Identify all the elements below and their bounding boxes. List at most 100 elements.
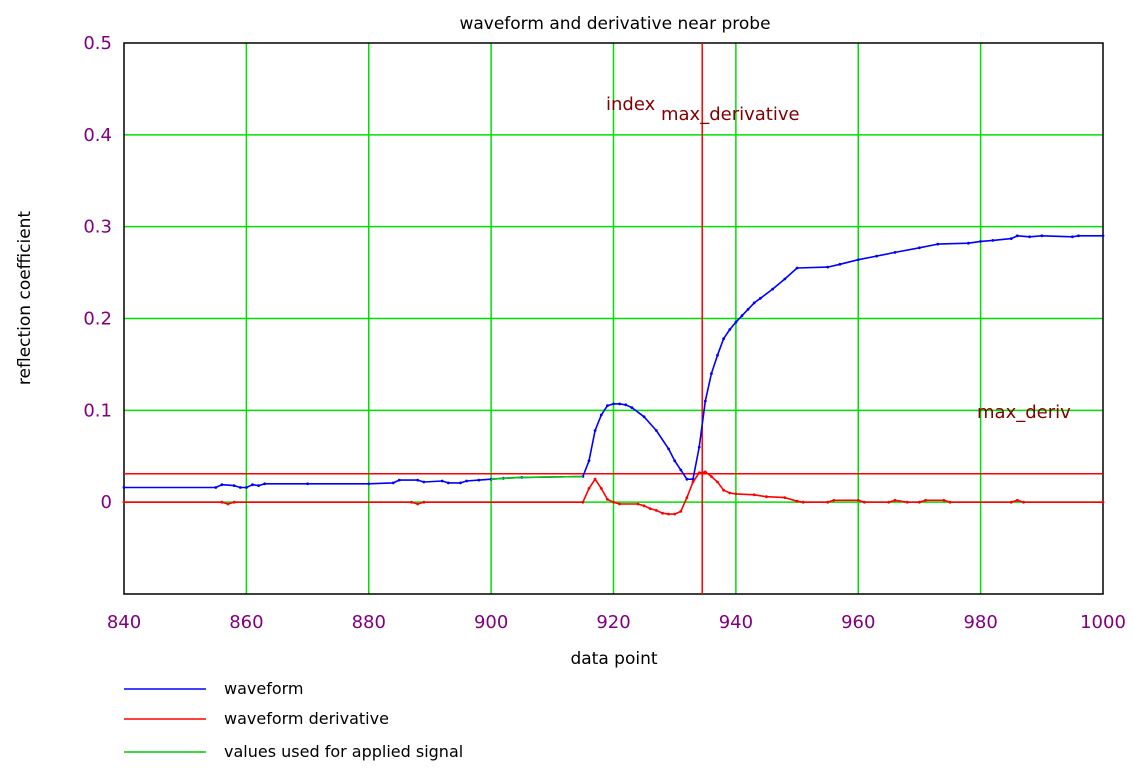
data-point xyxy=(1077,234,1080,238)
data-point xyxy=(887,500,891,504)
data-point xyxy=(697,471,701,475)
index-annotation: index max_derivative xyxy=(606,94,800,125)
data-point xyxy=(618,402,621,406)
index-annotation-subscript: max_derivative xyxy=(661,104,800,125)
data-point xyxy=(220,500,224,504)
data-point xyxy=(942,498,946,502)
data-point xyxy=(1009,237,1013,241)
data-point xyxy=(587,459,591,463)
data-point xyxy=(1022,500,1025,504)
x-tick-label: 880 xyxy=(352,612,386,633)
data-point xyxy=(636,502,640,506)
data-point xyxy=(832,498,836,502)
x-axis-label: data point xyxy=(570,649,657,669)
data-point xyxy=(397,478,401,482)
x-tick-label: 940 xyxy=(719,612,753,633)
data-point xyxy=(214,486,218,489)
data-point xyxy=(826,265,830,269)
data-point xyxy=(893,251,897,254)
data-point xyxy=(856,498,860,502)
data-point xyxy=(918,500,921,504)
y-tick-labels: 0 0.1 0.2 0.3 0.4 0.5 xyxy=(83,33,112,513)
data-point xyxy=(759,296,762,300)
data-point xyxy=(630,406,634,409)
series xyxy=(122,234,1105,516)
data-point xyxy=(661,511,664,515)
y-tick-label: 0 xyxy=(101,492,112,513)
data-point xyxy=(654,509,658,512)
x-tick-label: 840 xyxy=(107,612,141,633)
data-point xyxy=(679,468,683,472)
y-axis-label: reflection coefficient xyxy=(15,211,35,386)
data-point xyxy=(367,482,371,486)
data-point xyxy=(795,499,799,503)
data-point xyxy=(856,258,860,262)
data-point xyxy=(410,500,413,504)
data-point xyxy=(722,488,725,492)
data-point xyxy=(716,353,719,357)
data-point xyxy=(936,242,940,246)
data-point xyxy=(1101,500,1105,504)
index-annotation-main: index xyxy=(606,94,656,115)
data-point xyxy=(783,496,787,499)
data-point xyxy=(642,415,646,419)
data-point xyxy=(728,491,732,495)
data-point xyxy=(685,477,689,481)
y-tick-label: 0.2 xyxy=(83,309,112,330)
data-point xyxy=(220,483,224,487)
data-point xyxy=(685,496,689,499)
data-point xyxy=(251,483,254,487)
data-point xyxy=(673,512,677,516)
data-point xyxy=(440,479,444,483)
data-point xyxy=(1028,235,1031,239)
x-tick-label: 960 xyxy=(841,612,875,633)
data-point xyxy=(703,399,707,403)
data-point xyxy=(905,500,909,504)
data-point xyxy=(734,492,738,496)
data-point xyxy=(734,320,738,324)
data-point xyxy=(648,507,652,510)
data-point xyxy=(391,481,395,485)
x-tick-label: 860 xyxy=(229,612,263,633)
data-point xyxy=(654,429,658,432)
data-point xyxy=(459,481,462,485)
data-point xyxy=(593,477,597,481)
data-point xyxy=(991,239,995,242)
data-point xyxy=(599,413,603,417)
data-point xyxy=(416,502,420,506)
data-point xyxy=(599,487,603,490)
data-point xyxy=(465,479,468,483)
data-point xyxy=(752,493,756,497)
series-line-2 xyxy=(491,475,583,480)
data-point xyxy=(1040,234,1044,238)
data-point xyxy=(875,254,878,258)
data-point xyxy=(477,478,481,482)
data-point xyxy=(226,502,230,506)
data-point xyxy=(716,480,719,484)
legend-label: waveform derivative xyxy=(224,709,389,728)
data-point xyxy=(612,402,615,406)
data-point xyxy=(624,403,628,407)
y-tick-label: 0.5 xyxy=(83,33,112,54)
data-point xyxy=(422,500,426,504)
data-point xyxy=(667,447,670,451)
data-point xyxy=(703,470,707,474)
x-tick-label: 900 xyxy=(474,612,508,633)
max-deriv-annotation: max_deriv xyxy=(977,402,1071,423)
data-point xyxy=(863,500,866,504)
data-point xyxy=(667,512,670,516)
data-point xyxy=(238,486,242,489)
legend-label: waveform xyxy=(224,679,304,698)
data-point xyxy=(263,482,267,486)
markers xyxy=(124,43,1103,594)
y-tick-label: 0.1 xyxy=(83,400,112,421)
data-point xyxy=(801,500,805,504)
data-point xyxy=(306,482,309,486)
data-point xyxy=(679,510,683,513)
plot-frame xyxy=(123,42,1104,595)
data-point xyxy=(924,498,927,502)
data-point xyxy=(771,287,774,291)
data-point xyxy=(257,484,260,487)
data-point xyxy=(722,337,725,341)
